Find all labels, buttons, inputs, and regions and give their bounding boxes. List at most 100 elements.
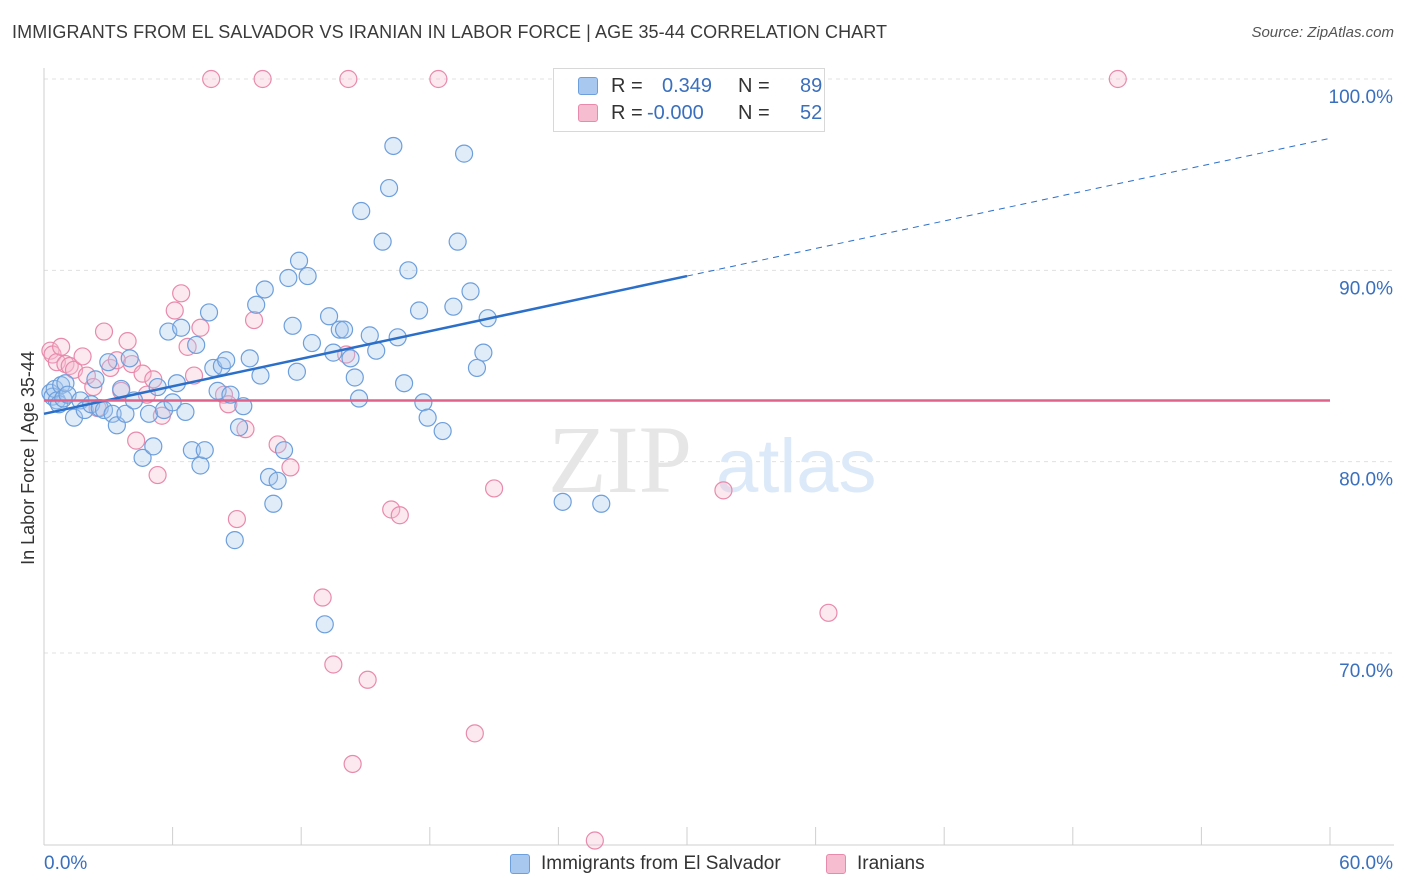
el-salvador-point bbox=[116, 404, 135, 423]
legend-r-label: R = bbox=[611, 102, 643, 124]
legend-swatch-iranians bbox=[578, 104, 598, 122]
el-salvador-point bbox=[56, 374, 75, 393]
el-salvador-point bbox=[592, 494, 611, 513]
el-salvador-point bbox=[172, 318, 191, 337]
legend-n-label: N = bbox=[738, 102, 770, 124]
el-salvador-point bbox=[86, 370, 105, 389]
iranians-point bbox=[358, 670, 377, 689]
iranians-point bbox=[714, 481, 733, 500]
iranians-point bbox=[390, 506, 409, 525]
el-salvador-point bbox=[298, 266, 317, 286]
iranians-point bbox=[253, 69, 272, 89]
iranians-point bbox=[172, 284, 191, 303]
iranians-point bbox=[465, 724, 484, 743]
el-salvador-point bbox=[287, 362, 307, 381]
bottom-legend-swatch-el-salvador bbox=[510, 854, 530, 874]
x-tick-label: 60.0% bbox=[1339, 853, 1393, 874]
el-salvador-point bbox=[461, 282, 480, 301]
iranians-point bbox=[202, 69, 221, 89]
iranians-point bbox=[148, 465, 167, 485]
bottom-legend-label-el-salvador: Immigrants from El Salvador bbox=[541, 853, 781, 874]
x-tick-label: 0.0% bbox=[44, 853, 87, 874]
iranians-point bbox=[343, 754, 362, 774]
watermark: ZIP atlas bbox=[548, 406, 877, 513]
iranians-point bbox=[1108, 69, 1127, 89]
el-salvador-point bbox=[225, 531, 244, 550]
el-salvador-point bbox=[345, 368, 364, 387]
el-salvador-point bbox=[240, 349, 259, 368]
el-salvador-point bbox=[352, 201, 371, 221]
watermark-atlas: atlas bbox=[716, 424, 877, 509]
el-salvador-point bbox=[259, 467, 279, 487]
el-salvador-point bbox=[379, 178, 399, 198]
iranians-point bbox=[485, 479, 504, 498]
el-salvador-point bbox=[195, 441, 214, 460]
el-salvador-trend-line bbox=[43, 274, 688, 416]
el-salvador-point bbox=[163, 393, 182, 412]
el-salvador-point bbox=[474, 343, 493, 362]
iranians-point bbox=[429, 69, 448, 89]
tick-labels: 100.0% 90.0% 80.0% 70.0% 0.0% 60.0% bbox=[44, 87, 1393, 874]
axis-layer bbox=[43, 68, 1394, 846]
iranians-point bbox=[127, 431, 146, 450]
el-salvador-point bbox=[283, 316, 302, 335]
iranians-point bbox=[244, 310, 264, 330]
el-salvador-point bbox=[144, 437, 163, 456]
el-salvador-point bbox=[418, 408, 437, 427]
iranians-point bbox=[227, 509, 246, 529]
legend-n-label: N = bbox=[738, 75, 770, 97]
legend-n-value: 52 bbox=[800, 102, 823, 124]
el-salvador-point bbox=[103, 404, 122, 423]
el-salvador-point bbox=[334, 320, 354, 339]
iranians-points bbox=[41, 69, 1127, 850]
iranians-point bbox=[133, 364, 152, 383]
y-tick-label: 100.0% bbox=[1329, 87, 1394, 108]
el-salvador-point bbox=[394, 374, 414, 393]
el-salvador-point bbox=[373, 232, 392, 251]
el-salvador-point bbox=[360, 326, 379, 345]
el-salvador-point bbox=[191, 456, 210, 475]
el-salvador-point bbox=[330, 320, 349, 339]
el-salvador-point bbox=[234, 397, 253, 416]
stats-legend: R = 0.349 N = 89 R = -0.000 N = 52 bbox=[553, 68, 825, 132]
el-salvador-point bbox=[289, 251, 309, 270]
el-salvador-point bbox=[302, 333, 322, 353]
y-tick-label: 90.0% bbox=[1339, 278, 1393, 299]
el-salvador-point bbox=[176, 402, 195, 422]
el-salvador-point bbox=[384, 136, 403, 156]
iranians-point bbox=[52, 337, 71, 356]
iranians-point bbox=[324, 655, 343, 674]
watermark-zip: ZIP bbox=[548, 406, 692, 513]
el-salvador-point bbox=[454, 144, 474, 163]
iranians-point bbox=[819, 603, 838, 622]
el-salvador-point bbox=[399, 261, 418, 280]
el-salvador-point bbox=[229, 418, 249, 437]
iranians-point bbox=[118, 332, 137, 351]
el-salvador-point bbox=[99, 353, 118, 372]
el-salvador-point bbox=[268, 471, 287, 490]
bottom-legend-swatch-iranians bbox=[826, 854, 846, 874]
el-salvador-point bbox=[279, 268, 298, 288]
el-salvador-point bbox=[247, 295, 266, 314]
trend-lines bbox=[43, 137, 1331, 416]
legend-swatch-el-salvador bbox=[578, 77, 598, 95]
el-salvador-point bbox=[553, 492, 572, 511]
el-salvador-point bbox=[217, 351, 236, 370]
el-salvador-point bbox=[199, 303, 219, 322]
source-label: Source: ZipAtlas.com bbox=[1251, 24, 1394, 41]
iranians-point bbox=[281, 458, 300, 477]
el-salvador-point bbox=[448, 232, 467, 251]
el-salvador-point bbox=[255, 280, 274, 299]
iranians-point bbox=[339, 69, 358, 89]
el-salvador-point bbox=[182, 441, 201, 460]
y-axis-title: In Labor Force | Age 35-44 bbox=[18, 351, 38, 565]
bottom-legend-label-iranians: Iranians bbox=[857, 853, 925, 874]
el-salvador-point bbox=[221, 385, 240, 404]
el-salvador-point bbox=[319, 307, 339, 326]
el-salvador-point bbox=[409, 301, 429, 320]
el-salvador-point bbox=[274, 441, 294, 460]
el-salvador-point bbox=[349, 389, 369, 408]
el-salvador-point bbox=[264, 494, 283, 513]
el-salvador-point bbox=[341, 349, 360, 368]
